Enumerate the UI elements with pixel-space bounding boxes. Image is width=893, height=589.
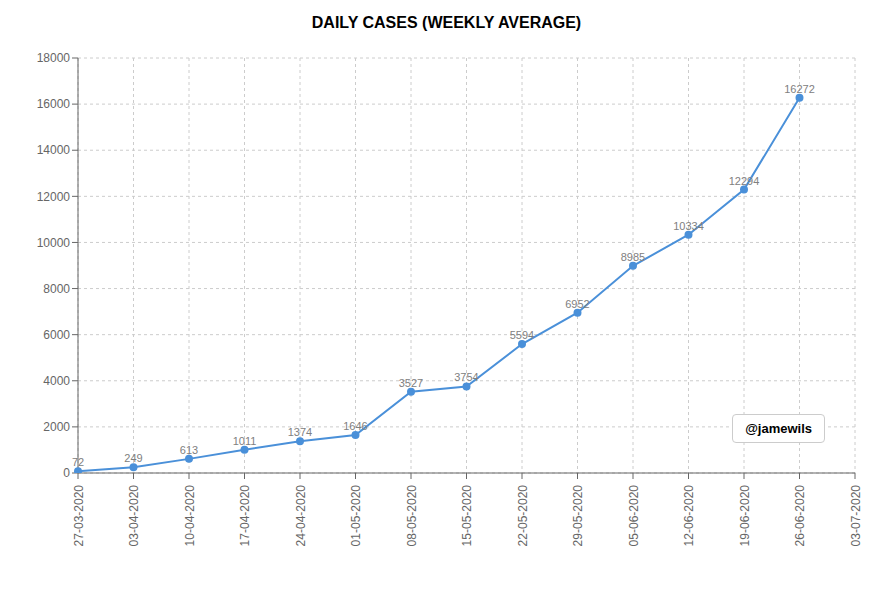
svg-text:1646: 1646: [343, 420, 367, 432]
svg-text:10000: 10000: [37, 236, 71, 250]
svg-text:12000: 12000: [37, 190, 71, 204]
svg-text:05-06-2020: 05-06-2020: [627, 485, 641, 547]
svg-text:08-05-2020: 08-05-2020: [405, 485, 419, 547]
svg-text:03-04-2020: 03-04-2020: [127, 485, 141, 547]
svg-text:0: 0: [63, 466, 70, 480]
svg-text:1011: 1011: [233, 435, 257, 447]
svg-text:16272: 16272: [784, 83, 815, 95]
svg-text:3754: 3754: [454, 371, 478, 383]
svg-text:1374: 1374: [288, 426, 312, 438]
svg-text:26-06-2020: 26-06-2020: [793, 485, 807, 547]
svg-text:29-05-2020: 29-05-2020: [571, 485, 585, 547]
svg-text:03-07-2020: 03-07-2020: [849, 485, 863, 547]
svg-text:15-05-2020: 15-05-2020: [460, 485, 474, 547]
svg-text:4000: 4000: [43, 374, 70, 388]
svg-text:14000: 14000: [37, 143, 71, 157]
svg-text:17-04-2020: 17-04-2020: [238, 485, 252, 547]
svg-text:16000: 16000: [37, 97, 71, 111]
svg-text:6000: 6000: [43, 328, 70, 342]
svg-text:8000: 8000: [43, 282, 70, 296]
html-text:DAILY CASES (WEEKLY AVERAGE): DAILY CASES (WEEKLY AVERAGE): [311, 14, 582, 31]
svg-text:12294: 12294: [729, 175, 760, 187]
svg-text:27-03-2020: 27-03-2020: [72, 485, 86, 547]
svg-text:10334: 10334: [673, 220, 704, 232]
svg-text:3527: 3527: [399, 377, 423, 389]
svg-text:18000: 18000: [37, 51, 71, 65]
svg-text:01-05-2020: 01-05-2020: [349, 485, 363, 547]
svg-text:8985: 8985: [621, 251, 645, 263]
html-text:@jamewils: @jamewils: [745, 421, 812, 436]
svg-text:6952: 6952: [565, 298, 589, 310]
svg-text:72: 72: [72, 456, 84, 468]
svg-text:249: 249: [124, 452, 142, 464]
svg-text:10-04-2020: 10-04-2020: [183, 485, 197, 547]
svg-text:24-04-2020: 24-04-2020: [294, 485, 308, 547]
svg-text:5594: 5594: [510, 329, 534, 341]
svg-text:22-05-2020: 22-05-2020: [516, 485, 530, 547]
svg-text:12-06-2020: 12-06-2020: [682, 485, 696, 547]
svg-text:19-06-2020: 19-06-2020: [738, 485, 752, 547]
svg-text:613: 613: [180, 444, 198, 456]
svg-text:2000: 2000: [43, 420, 70, 434]
